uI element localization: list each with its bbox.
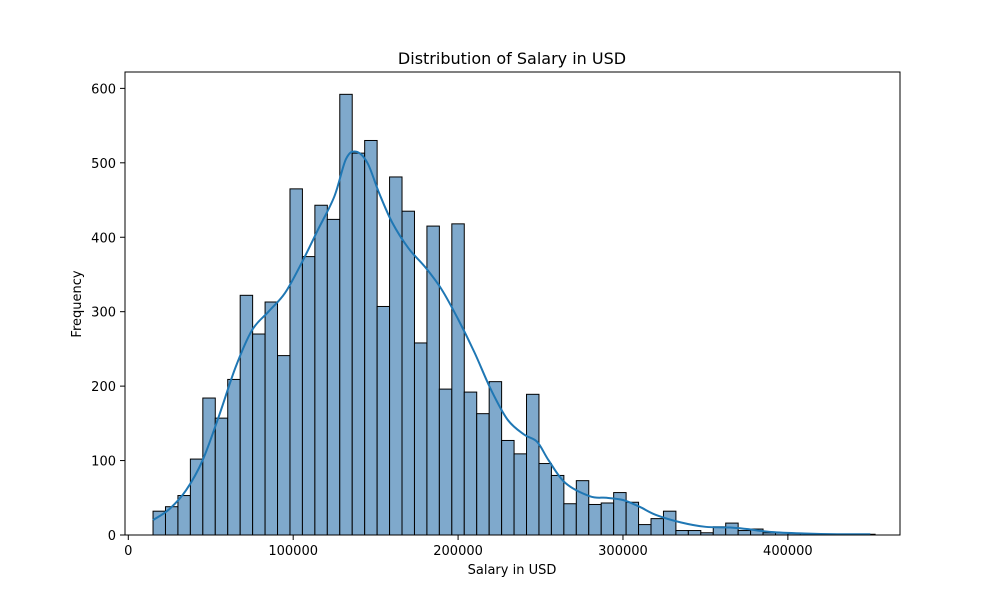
histogram-bar bbox=[438, 388, 453, 536]
y-tick-label: 300 bbox=[91, 306, 116, 321]
histogram-bar bbox=[588, 503, 602, 536]
histogram-bars bbox=[152, 93, 876, 536]
histogram-bar bbox=[737, 530, 752, 536]
chart-title: Distribution of Salary in USD bbox=[398, 49, 626, 68]
histogram-bar bbox=[413, 342, 428, 536]
histogram-bar bbox=[538, 463, 552, 536]
histogram-bar bbox=[638, 524, 652, 536]
x-axis-label: Salary in USD bbox=[468, 563, 557, 578]
histogram-bar bbox=[650, 518, 664, 536]
plot-frame bbox=[124, 71, 901, 536]
histogram-bar bbox=[301, 256, 316, 536]
histogram-bar bbox=[513, 453, 528, 536]
histogram-bar bbox=[600, 502, 615, 536]
histogram-bar bbox=[501, 439, 515, 536]
histogram-bar bbox=[364, 139, 378, 536]
y-tick-label: 500 bbox=[91, 157, 116, 172]
histogram-bar bbox=[277, 355, 291, 536]
histogram-bar bbox=[252, 333, 266, 536]
histogram-bar bbox=[177, 495, 191, 536]
x-tick-label: 300000 bbox=[598, 544, 648, 559]
histogram-bar bbox=[476, 413, 490, 536]
histogram-bar bbox=[289, 188, 303, 536]
histogram-bar bbox=[662, 510, 677, 536]
histogram-bar bbox=[351, 152, 366, 536]
x-tick-label: 200000 bbox=[433, 544, 483, 559]
histogram-bar bbox=[563, 503, 577, 536]
histogram-bar bbox=[625, 501, 640, 536]
histogram-bar bbox=[227, 378, 241, 536]
y-tick-label: 100 bbox=[91, 455, 116, 470]
histogram-bar bbox=[214, 417, 229, 536]
x-tick-label: 0 bbox=[124, 544, 132, 559]
histogram-bar bbox=[575, 480, 590, 536]
y-tick-label: 400 bbox=[91, 231, 116, 246]
y-tick-label: 0 bbox=[108, 529, 116, 544]
x-tick-label: 400000 bbox=[763, 544, 813, 559]
histogram-bar bbox=[526, 393, 540, 536]
histogram-bar bbox=[202, 397, 216, 536]
x-tick-label: 100000 bbox=[268, 544, 318, 559]
y-tick-label: 600 bbox=[91, 82, 116, 97]
histogram-bar bbox=[451, 223, 465, 536]
histogram-bar bbox=[326, 218, 341, 536]
histogram-bar bbox=[687, 530, 702, 536]
histogram-bar bbox=[189, 458, 204, 536]
histogram-bar bbox=[376, 305, 391, 536]
histogram-bar bbox=[725, 522, 739, 536]
histogram-bar bbox=[152, 510, 166, 536]
histogram-bar bbox=[264, 301, 279, 536]
kde-curve bbox=[152, 150, 871, 536]
x-axis-ticks: 0 100000 200000 300000 400000 bbox=[124, 535, 813, 559]
histogram-bar bbox=[550, 474, 565, 536]
histogram-bar bbox=[675, 530, 689, 536]
histogram-bar bbox=[314, 204, 328, 536]
y-tick-label: 200 bbox=[91, 380, 116, 395]
y-axis-ticks: 0 100 200 300 400 500 600 bbox=[91, 82, 125, 544]
histogram-bar bbox=[463, 391, 478, 536]
y-axis-label: Frequency bbox=[70, 270, 85, 337]
histogram-bar bbox=[401, 210, 415, 536]
